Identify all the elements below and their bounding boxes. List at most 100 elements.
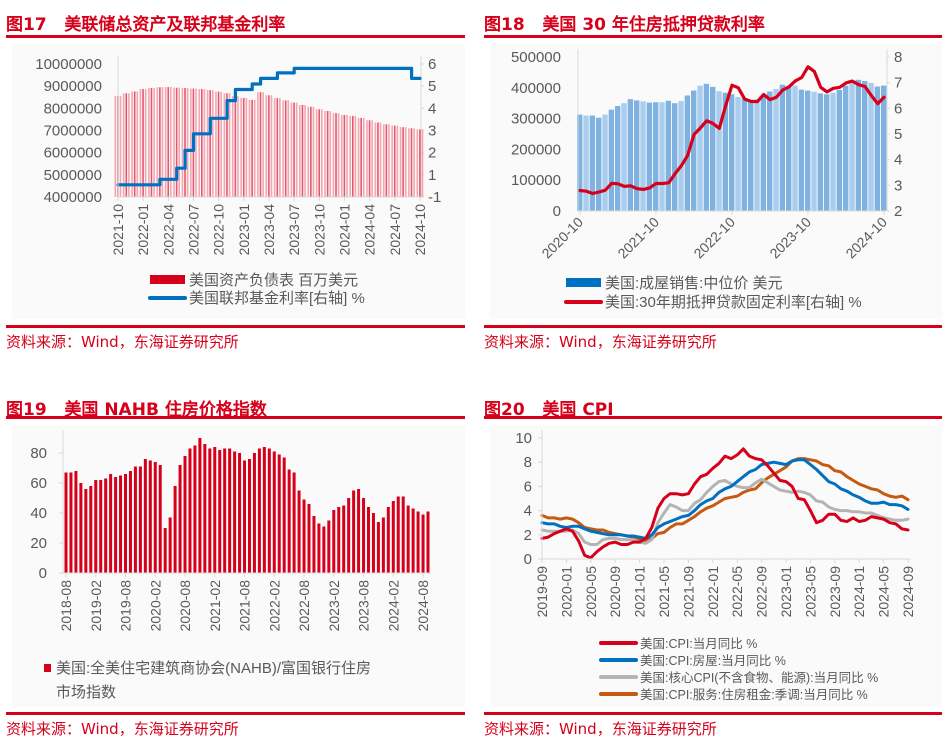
bar-nahb-index (94, 480, 98, 573)
bar-median-price (760, 95, 767, 211)
title-rule (6, 416, 465, 419)
bar-balance-sheet (257, 92, 259, 197)
bar-balance-sheet (226, 93, 228, 197)
source-rule (6, 712, 465, 715)
bar-median-price (634, 100, 640, 211)
bar-nahb-index (277, 454, 281, 573)
bar-nahb-index (89, 486, 93, 573)
bar-median-price (672, 103, 678, 211)
bar-median-price (748, 100, 754, 211)
figure-19-source: 资料来源：Wind，东海证券研究所 (6, 720, 239, 738)
bar-balance-sheet (142, 89, 144, 197)
y-right-tick-label: 2 (894, 203, 902, 220)
bar-nahb-index (352, 490, 356, 573)
y-left-tick-label: 500000 (511, 49, 561, 66)
x-tick-label: 2022-02 (266, 580, 282, 632)
line-housing (540, 458, 910, 540)
bar-balance-sheet (251, 99, 253, 197)
bar-balance-sheet (357, 117, 360, 197)
bar-nahb-index (411, 508, 415, 573)
bar-nahb-index (337, 507, 341, 573)
bar-balance-sheet (148, 87, 150, 197)
legend-fed-rate: 美国联邦基金利率[右轴] % (189, 290, 365, 307)
bar-median-price (881, 85, 887, 211)
bar-balance-sheet (284, 100, 287, 197)
x-tick-label: 2020-01 (558, 566, 574, 618)
bar-nahb-index (376, 522, 380, 573)
bar-median-price (678, 101, 684, 211)
x-tick-label: 2019-02 (88, 580, 104, 632)
y-right-tick-label: 5 (894, 126, 902, 143)
y-right-tick-label: 5 (428, 78, 436, 95)
bar-median-price (786, 85, 792, 211)
bar-median-price (621, 103, 627, 211)
bar-nahb-index (342, 505, 346, 573)
bar-balance-sheet (114, 95, 117, 197)
bar-nahb-index (163, 528, 167, 573)
bar-median-price (824, 94, 830, 211)
bar-nahb-index (183, 456, 187, 573)
bar-balance-sheet (181, 87, 184, 197)
bar-balance-sheet (184, 87, 186, 197)
bar-balance-sheet (198, 89, 200, 197)
bar-balance-sheet (161, 87, 164, 197)
x-tick-label: 2019-09 (534, 566, 550, 618)
bar-balance-sheet (362, 117, 365, 197)
bar-balance-sheet (293, 102, 295, 197)
bar-balance-sheet (237, 96, 239, 197)
bar-nahb-index (208, 448, 212, 573)
y-tick-label: 4 (524, 503, 532, 520)
bar-balance-sheet (223, 93, 226, 197)
bar-balance-sheet (253, 99, 256, 197)
bar-median-price (615, 105, 621, 211)
figure-20-title: 图20 美国 CPI (484, 400, 614, 420)
bar-nahb-index (366, 507, 370, 573)
bar-nahb-index (198, 438, 202, 573)
source-rule (484, 325, 942, 328)
x-tick-label: 2021-08 (237, 580, 253, 632)
bar-balance-sheet (368, 120, 371, 197)
bar-balance-sheet (125, 93, 128, 197)
bar-balance-sheet (329, 110, 332, 197)
bar-median-price (843, 85, 849, 211)
bar-balance-sheet (301, 105, 304, 197)
bar-balance-sheet (410, 128, 413, 197)
bar-balance-sheet (391, 125, 393, 197)
bar-balance-sheet (326, 110, 329, 197)
bar-balance-sheet (366, 120, 368, 197)
bar-balance-sheet (200, 89, 203, 197)
bar-balance-sheet (144, 89, 147, 197)
bar-balance-sheet (139, 89, 142, 197)
x-tick-label: 2020-08 (177, 580, 193, 632)
bar-nahb-index (223, 448, 227, 573)
y-tick-label: 10 (515, 430, 532, 447)
bar-median-price (653, 102, 659, 211)
y-right-tick-label: 8 (894, 49, 902, 66)
bar-balance-sheet (310, 106, 312, 197)
bar-balance-sheet (404, 127, 407, 197)
bar-nahb-index (421, 514, 425, 573)
bar-balance-sheet (399, 127, 402, 197)
legend-cpi: 美国:CPI:当月同比 % (640, 637, 757, 651)
x-tick-label: 2023-05 (802, 566, 818, 618)
x-tick-label: 2022-07 (186, 204, 202, 256)
bar-nahb-index (158, 465, 162, 573)
bar-nahb-index (79, 483, 83, 573)
bar-balance-sheet (190, 88, 192, 197)
bar-median-price (792, 85, 798, 211)
legend-median-price: 美国:成屋销售:中位价 美元 (605, 275, 783, 292)
legend-swatch-nahb (44, 664, 51, 672)
bar-nahb-index (267, 448, 271, 573)
bar-nahb-index (426, 511, 430, 573)
figure-17-title: 图17 美联储总资产及联邦基金利率 (6, 15, 286, 35)
bar-balance-sheet (332, 113, 335, 197)
y-right-tick-label: 6 (894, 100, 902, 117)
y-right-tick-label: 4 (894, 152, 902, 169)
bar-median-price (608, 109, 615, 211)
bar-balance-sheet (374, 122, 377, 197)
y-right-tick-label: 1 (428, 167, 436, 184)
bar-balance-sheet (217, 91, 220, 197)
y-right-tick-label: 6 (428, 56, 436, 73)
bar-balance-sheet (245, 97, 248, 197)
bar-median-price (716, 91, 722, 211)
